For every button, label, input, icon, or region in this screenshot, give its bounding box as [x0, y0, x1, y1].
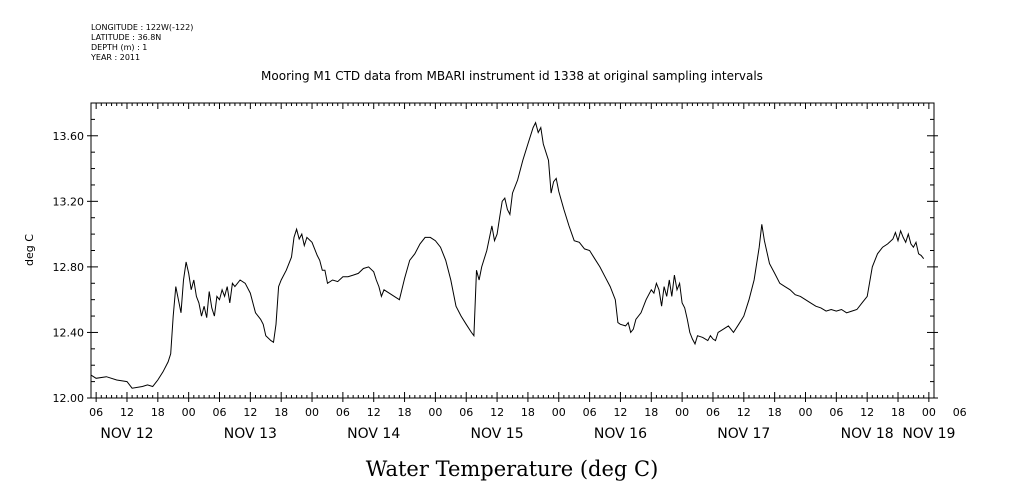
x-hour-label: 12: [860, 406, 874, 419]
x-hour-label: 00: [922, 406, 936, 419]
x-day-label: NOV 12: [100, 426, 153, 442]
y-tick-label: 12.00: [53, 392, 85, 405]
y-tick-label: 13.20: [53, 195, 85, 208]
chart-title: Mooring M1 CTD data from MBARI instrumen…: [261, 69, 763, 83]
x-axis-day-labels: NOV 12 NOV 13 NOV 14 NOV 15 NOV 16 NOV 17 NOV …: [100, 426, 955, 442]
x-hour-label: 00: [675, 406, 689, 419]
meta-longitude: LONGITUDE : 122W(-122): [91, 23, 193, 32]
x-hour-label: 00: [552, 406, 566, 419]
y-axis-labels: 12.00 12.40 12.80 13.20 13.60: [53, 130, 85, 405]
x-hour-label: 06: [89, 406, 103, 419]
x-hour-label: 00: [798, 406, 812, 419]
x-hour-label: 12: [613, 406, 627, 419]
x-day-label: NOV 15: [471, 426, 524, 442]
x-hour-label: 06: [336, 406, 350, 419]
x-hour-label: 18: [398, 406, 412, 419]
y-tick-label: 12.80: [53, 261, 85, 274]
plot-frame: [90, 102, 935, 399]
x-hour-label: 18: [274, 406, 288, 419]
x-hour-label: 06: [829, 406, 843, 419]
x-hour-label: 06: [706, 406, 720, 419]
x-hour-label: 06: [953, 406, 967, 419]
x-hour-label: 12: [737, 406, 751, 419]
x-day-label: NOV 16: [594, 426, 647, 442]
x-axis-title: Water Temperature (deg C): [366, 457, 659, 481]
x-hour-label: 18: [644, 406, 658, 419]
meta-latitude: LATITUDE : 36.8N: [91, 33, 161, 42]
meta-depth: DEPTH (m) : 1: [91, 43, 147, 52]
x-axis-hour-labels: 06 12 18 00 06 12 18 00 06 12 18 00 06 12 18 00 06 12 18 00…: [89, 406, 967, 419]
x-day-label: NOV 19: [902, 426, 955, 442]
x-hour-label: 18: [768, 406, 782, 419]
x-hour-label: 06: [583, 406, 597, 419]
y-tick-label: 13.60: [53, 130, 85, 143]
x-hour-label: 18: [521, 406, 535, 419]
y-axis-label: deg C: [23, 234, 36, 266]
temperature-series-line: [90, 121, 925, 389]
x-hour-label: 12: [367, 406, 381, 419]
x-hour-label: 18: [151, 406, 165, 419]
x-day-label: NOV 18: [841, 426, 894, 442]
x-hour-label: 06: [459, 406, 473, 419]
x-hour-label: 18: [891, 406, 905, 419]
meta-year: YEAR : 2011: [90, 53, 140, 62]
x-hour-label: 06: [213, 406, 227, 419]
x-hour-label: 12: [120, 406, 134, 419]
x-hour-label: 00: [182, 406, 196, 419]
x-hour-label: 00: [428, 406, 442, 419]
x-day-label: NOV 13: [224, 426, 277, 442]
x-hour-label: 12: [490, 406, 504, 419]
axis-ticks: [87, 102, 938, 402]
y-tick-label: 12.40: [53, 326, 85, 339]
x-day-label: NOV 14: [347, 426, 400, 442]
x-day-label: NOV 17: [717, 426, 770, 442]
x-hour-label: 00: [305, 406, 319, 419]
x-hour-label: 12: [243, 406, 257, 419]
